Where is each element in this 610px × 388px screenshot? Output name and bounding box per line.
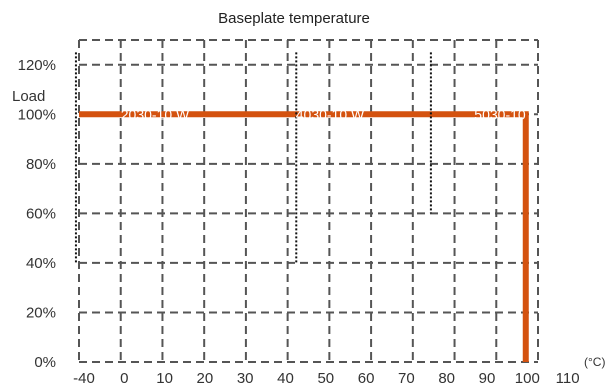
x-tick-label: 60 (358, 370, 375, 387)
x-tick-label: 20 (197, 370, 214, 387)
y-tick-label: 100% (18, 106, 56, 123)
x-tick-label: 110 (556, 370, 580, 387)
x-tick-label: 10 (156, 370, 173, 387)
x-tick-label: 50 (317, 370, 334, 387)
series-layer (79, 111, 529, 362)
x-tick-label: 0 (120, 370, 128, 387)
y-tick-label: 120% (18, 57, 56, 74)
y-tick-label: 60% (26, 205, 56, 222)
x-tick-label: 30 (237, 370, 254, 387)
series-mark-label: 2030-10 W (121, 106, 190, 122)
x-axis-unit: (°C) (584, 355, 605, 369)
y-axis-label: Load (12, 88, 45, 105)
series-mark-label: 4030-10 W (296, 106, 365, 122)
y-tick-label: 0% (34, 354, 56, 371)
x-tick-label: 40 (277, 370, 294, 387)
marker-layer (74, 52, 432, 263)
x-tick-label: 80 (438, 370, 455, 387)
series-mark-label: 5030-10 (474, 106, 526, 122)
y-tick-label: 40% (26, 255, 56, 272)
series-line (79, 111, 529, 362)
x-tick-label: -40 (73, 370, 95, 387)
chart-title: Baseplate temperature (218, 10, 370, 27)
x-tick-label: 100 (515, 370, 540, 387)
tick-labels: 0% 20% 40% 60% 80% 100% 120% -40 0 10 20 30 40 50 60 70… (18, 57, 580, 387)
label-layer: 2030-10 W 4030-10 W 5030-10 (121, 106, 526, 122)
grid (78, 39, 539, 363)
x-tick-label: 90 (479, 370, 496, 387)
x-tick-label: 70 (398, 370, 415, 387)
y-tick-label: 80% (26, 156, 56, 173)
y-tick-label: 20% (26, 304, 56, 321)
